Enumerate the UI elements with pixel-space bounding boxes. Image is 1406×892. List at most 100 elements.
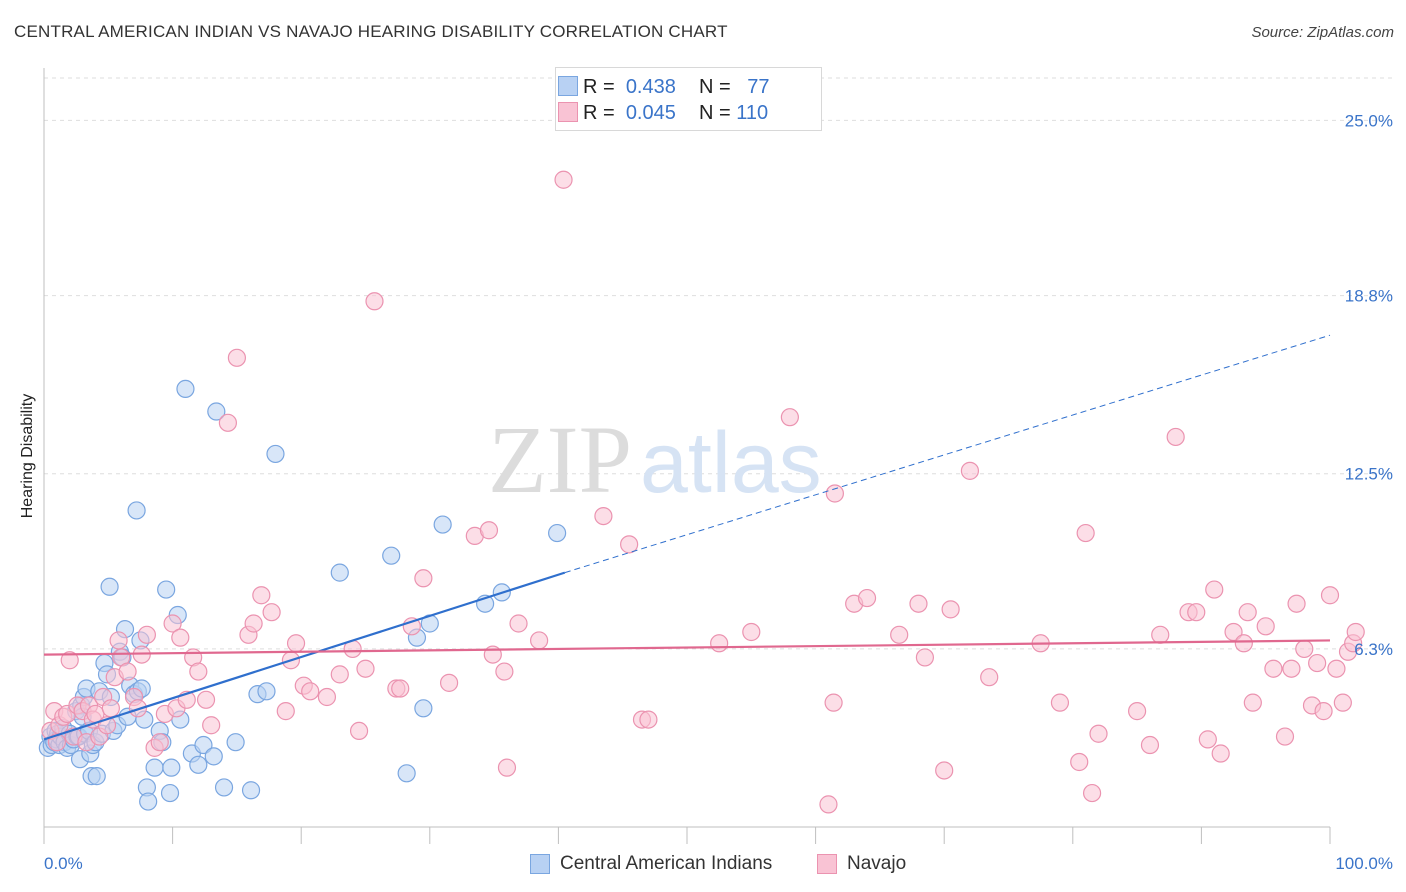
- pink-point: [137, 625, 156, 644]
- chart-title: CENTRAL AMERICAN INDIAN VS NAVAJO HEARIN…: [14, 22, 728, 41]
- pink-point: [1211, 744, 1230, 763]
- pink-point: [819, 795, 838, 814]
- legend-n-value: 77: [747, 75, 770, 98]
- legend-row-blue: R = 0.438 N = 77: [558, 75, 770, 99]
- legend-r-label: R =: [583, 75, 615, 98]
- blue-trend-line: [43, 571, 566, 741]
- pink-point: [1256, 617, 1275, 636]
- pink-point: [227, 348, 246, 367]
- pink-point: [276, 702, 295, 721]
- legend-r-value: 0.045: [625, 101, 676, 124]
- series-label-pink: Navajo: [847, 853, 907, 874]
- blue-point: [207, 402, 226, 421]
- blue-point: [204, 747, 223, 766]
- pink-point: [439, 673, 459, 692]
- pink-point: [356, 659, 375, 678]
- pink-point: [742, 622, 761, 642]
- x-tick-label-max: 100.0%: [1335, 854, 1393, 873]
- series-swatch-blue: [530, 854, 550, 874]
- y-tick-label: 12.5%: [1345, 465, 1393, 484]
- legend-n-label: N =: [698, 75, 731, 98]
- series-label-blue: Central American Indians: [560, 853, 773, 874]
- pink-trend-line: [43, 639, 1331, 656]
- watermark: ZIP atlas: [488, 406, 822, 513]
- axis-layer: [43, 68, 1331, 844]
- blue-point: [330, 563, 349, 582]
- pink-point: [189, 662, 208, 681]
- pink-point: [1076, 523, 1095, 543]
- series-swatch-pink: [817, 854, 837, 874]
- pink-point: [244, 614, 263, 633]
- pink-point: [286, 634, 306, 653]
- pink-point: [1198, 730, 1217, 749]
- pink-point: [150, 733, 169, 752]
- pink-point: [1127, 702, 1147, 721]
- legend-swatch-pink: [558, 102, 578, 122]
- pink-point: [1082, 783, 1102, 803]
- pink-point: [171, 628, 190, 647]
- pink-point: [202, 716, 221, 735]
- blue-point: [189, 755, 208, 774]
- tick-label-layer: 6.3% 12.5% 18.8% 25.0% 0.0% 100.0%: [44, 111, 1393, 873]
- pink-point: [118, 662, 137, 681]
- pink-point: [1140, 735, 1160, 755]
- pink-point: [1308, 653, 1327, 673]
- points-layer: [38, 170, 1365, 814]
- pink-point: [1287, 594, 1306, 613]
- source-label: Source: ZipAtlas.com: [1251, 24, 1394, 41]
- pink-point: [890, 625, 909, 644]
- pink-point: [495, 662, 514, 681]
- pink-point: [1275, 727, 1295, 746]
- pink-point: [980, 668, 999, 687]
- legend-r-label: R =: [583, 101, 615, 124]
- pink-point: [497, 758, 517, 777]
- pink-point: [960, 461, 980, 480]
- blue-point: [162, 758, 181, 777]
- pink-point: [1234, 634, 1253, 653]
- series-legend-blue: Central American Indians: [530, 851, 772, 877]
- pink-point: [915, 648, 935, 667]
- pink-point: [1333, 693, 1352, 712]
- pink-point: [330, 665, 349, 684]
- pink-point: [252, 586, 271, 605]
- pink-point: [1346, 622, 1365, 642]
- pink-point: [414, 569, 433, 588]
- pink-point: [1205, 580, 1224, 599]
- x-tick-label-min: 0.0%: [44, 854, 83, 873]
- blue-point: [266, 444, 285, 464]
- pink-point: [1089, 724, 1108, 743]
- pink-point: [60, 651, 79, 670]
- blue-point: [194, 735, 213, 755]
- pink-point: [262, 603, 281, 622]
- pink-point: [935, 761, 954, 780]
- grid-layer: [44, 77, 1392, 650]
- pink-point: [1282, 659, 1301, 678]
- blue-point: [257, 682, 276, 701]
- pink-point: [824, 693, 843, 712]
- y-tick-label: 18.8%: [1345, 287, 1393, 306]
- pink-point: [780, 408, 799, 427]
- watermark-zip: ZIP: [488, 406, 632, 513]
- blue-point: [100, 577, 119, 596]
- blue-point: [226, 733, 245, 752]
- pink-point: [1295, 639, 1314, 659]
- blue-point: [87, 767, 106, 786]
- pink-point: [349, 721, 369, 741]
- blue-point: [157, 580, 176, 599]
- pink-point: [1243, 693, 1262, 712]
- pink-point: [554, 170, 573, 189]
- pink-point: [909, 594, 928, 613]
- y-tick-label: 6.3%: [1354, 640, 1393, 659]
- pink-point: [1050, 693, 1070, 712]
- pink-point: [594, 506, 613, 526]
- blue-point: [548, 523, 567, 543]
- watermark-atlas: atlas: [640, 415, 822, 511]
- blue-point: [433, 515, 452, 534]
- pink-point: [218, 413, 237, 432]
- pink-point: [1187, 603, 1206, 622]
- legend-r-value: 0.438: [625, 75, 676, 98]
- pink-point: [1264, 659, 1283, 678]
- pink-point: [391, 679, 410, 698]
- pink-point: [825, 484, 844, 503]
